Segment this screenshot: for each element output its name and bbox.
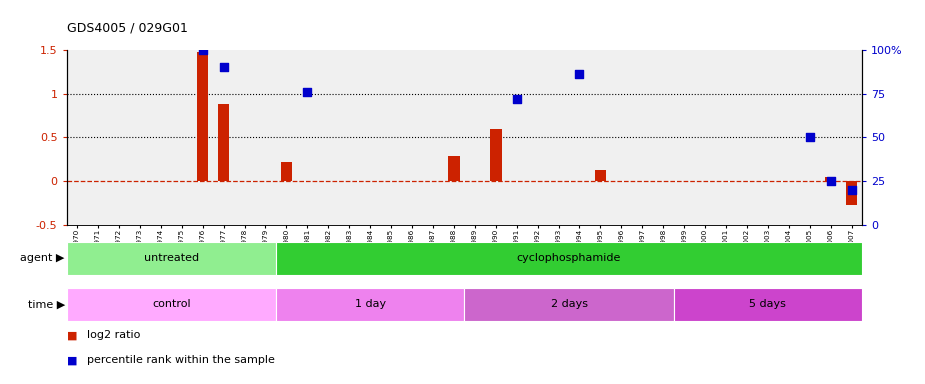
Point [845, 187, 859, 193]
Bar [595, 170, 606, 181]
Text: ■: ■ [67, 330, 77, 340]
Text: percentile rank within the sample: percentile rank within the sample [87, 355, 275, 365]
Text: untreated: untreated [143, 253, 199, 263]
Text: 1 day: 1 day [354, 299, 386, 310]
Bar [280, 162, 292, 181]
Text: 2 days: 2 days [550, 299, 587, 310]
Text: ■: ■ [67, 355, 77, 365]
Bar [464, 288, 673, 321]
Bar [276, 242, 862, 275]
Text: 5 days: 5 days [749, 299, 786, 310]
Bar [490, 129, 501, 181]
Bar [276, 288, 464, 321]
Point [510, 96, 524, 102]
Text: log2 ratio: log2 ratio [87, 330, 141, 340]
Text: time ▶: time ▶ [28, 299, 65, 310]
Text: control: control [152, 299, 191, 310]
Bar [448, 157, 460, 181]
Text: cyclophosphamide: cyclophosphamide [517, 253, 622, 263]
Text: agent ▶: agent ▶ [20, 253, 65, 263]
Point [572, 71, 586, 78]
Bar [673, 288, 862, 321]
Bar [218, 104, 229, 181]
Point [195, 47, 210, 53]
Bar [67, 242, 276, 275]
Point [216, 65, 231, 71]
Point [802, 134, 817, 141]
Point [823, 178, 838, 184]
Bar [197, 52, 208, 181]
Bar [845, 181, 857, 205]
Point [300, 89, 314, 95]
Bar [67, 288, 276, 321]
Bar [825, 177, 836, 181]
Text: GDS4005 / 029G01: GDS4005 / 029G01 [67, 22, 188, 35]
